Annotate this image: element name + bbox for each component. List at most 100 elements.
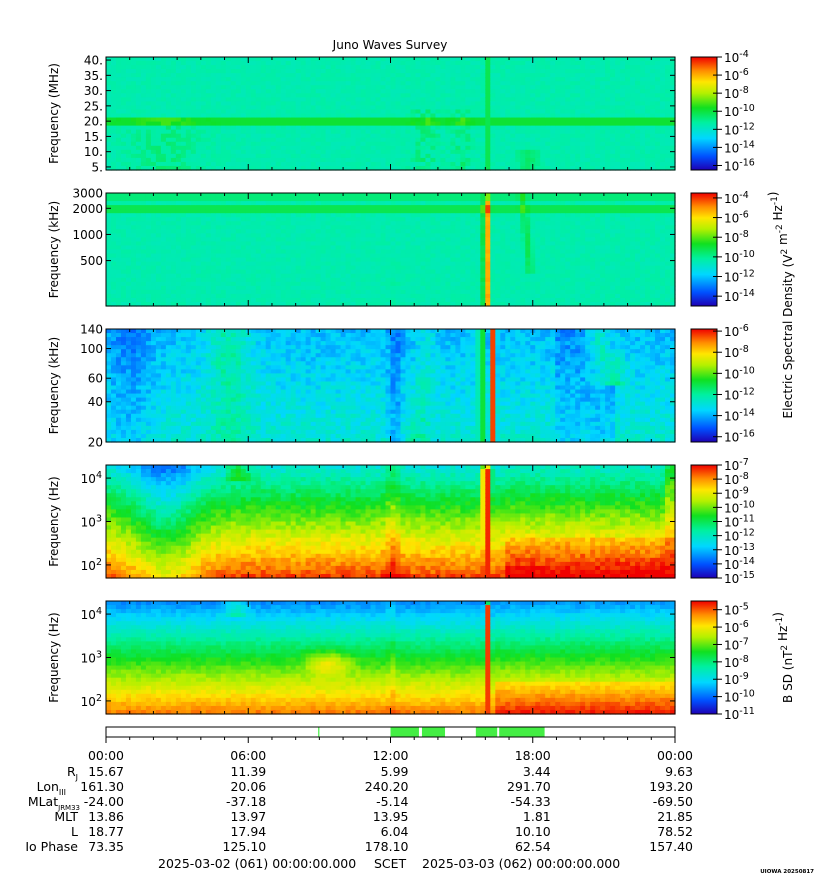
spectrogram-cell bbox=[310, 221, 317, 226]
spectrogram-cell bbox=[255, 249, 262, 255]
spectrogram-cell bbox=[175, 81, 182, 86]
spectrogram-cell bbox=[150, 145, 157, 151]
spectrogram-cell bbox=[430, 69, 437, 74]
spectrogram-cell bbox=[130, 133, 137, 139]
spectrogram-cell bbox=[295, 297, 302, 303]
spectrogram-cell bbox=[425, 149, 432, 155]
spectrogram-cell bbox=[340, 241, 347, 247]
spectrogram-cell bbox=[410, 105, 417, 111]
spectrogram-cell bbox=[355, 197, 362, 202]
spectrogram-cell bbox=[330, 249, 337, 255]
spectrogram-cell bbox=[175, 73, 182, 78]
spectrogram-cell bbox=[390, 229, 397, 234]
spectrogram-cell bbox=[165, 93, 172, 98]
spectrogram-cell bbox=[660, 105, 666, 111]
spectrogram-cell bbox=[665, 129, 671, 135]
spectrogram-cell bbox=[640, 145, 646, 151]
spectrogram-cell bbox=[310, 61, 317, 66]
spectrogram-cell bbox=[220, 89, 227, 94]
spectrogram-cell bbox=[235, 65, 242, 70]
spectrogram-cell bbox=[435, 153, 442, 159]
spectrogram-cell bbox=[400, 197, 407, 202]
spectrogram-cell bbox=[275, 125, 282, 131]
spectrogram-cell bbox=[480, 69, 486, 74]
spectrogram-cell bbox=[570, 137, 576, 143]
spectrogram-cell bbox=[340, 77, 347, 82]
spectrogram-cell bbox=[605, 121, 611, 127]
spectrogram-cell bbox=[350, 133, 357, 139]
spectrogram-cell bbox=[365, 249, 372, 255]
spectrogram-cell bbox=[390, 129, 397, 135]
spectrogram-cell bbox=[110, 69, 117, 74]
spectrogram-cell bbox=[315, 125, 322, 131]
spectrogram-cell bbox=[340, 253, 347, 259]
spectrogram-cell bbox=[235, 241, 242, 247]
spectrogram-cell bbox=[245, 209, 252, 214]
spectrogram-cell bbox=[195, 213, 202, 218]
spectrogram-cell bbox=[380, 97, 387, 102]
spectrogram-cell bbox=[230, 113, 237, 119]
spectrogram-cell bbox=[485, 101, 491, 107]
spectrogram-cell bbox=[355, 297, 362, 303]
spectrogram-cell bbox=[395, 133, 402, 139]
spectrogram-cell bbox=[235, 133, 242, 139]
spectrogram-cell bbox=[175, 121, 182, 127]
spectrogram-cell bbox=[330, 113, 337, 119]
spectrogram-cell bbox=[335, 133, 342, 139]
spectrogram-cell bbox=[210, 109, 217, 115]
spectrogram-cell bbox=[660, 161, 666, 167]
spectrogram-cell bbox=[435, 157, 442, 163]
spectrogram-cell bbox=[230, 73, 237, 78]
spectrogram-cell bbox=[535, 69, 541, 74]
spectrogram-cell bbox=[595, 101, 601, 107]
spectrogram-cell bbox=[225, 233, 232, 238]
spectrogram-cell bbox=[465, 93, 471, 98]
spectrogram-cell bbox=[480, 117, 486, 123]
spectrogram-cell bbox=[445, 141, 451, 147]
spectrogram-cell bbox=[335, 257, 342, 263]
spectrogram-cell bbox=[220, 249, 227, 255]
spectrogram-cell bbox=[390, 121, 397, 127]
spectrogram-cell bbox=[185, 245, 192, 251]
spectrogram-cell bbox=[315, 73, 322, 78]
spectrogram-cell bbox=[505, 129, 511, 135]
spectrogram-cell bbox=[120, 165, 127, 171]
spectrogram-cell bbox=[560, 141, 566, 147]
spectrogram-cell bbox=[280, 201, 287, 206]
spectrogram-cell bbox=[630, 145, 636, 151]
spectrogram-cell bbox=[195, 109, 202, 115]
spectrogram-cell bbox=[205, 61, 212, 66]
spectrogram-cell bbox=[400, 117, 407, 123]
spectrogram-cell bbox=[485, 149, 491, 155]
spectrogram-cell bbox=[475, 97, 481, 102]
spectrogram-cell bbox=[195, 269, 202, 275]
spectrogram-cell bbox=[520, 133, 526, 139]
spectrogram-cell bbox=[160, 89, 167, 94]
spectrogram-cell bbox=[330, 65, 337, 70]
spectrogram-cell bbox=[285, 113, 292, 119]
spectrogram-cell bbox=[195, 261, 202, 267]
spectrogram-cell bbox=[480, 73, 486, 78]
spectrogram-cell bbox=[160, 137, 167, 143]
spectrogram-cell bbox=[190, 149, 197, 155]
spectrogram-cell bbox=[200, 289, 207, 295]
spectrogram-cell bbox=[265, 221, 272, 226]
spectrogram-cell bbox=[160, 221, 167, 226]
spectrogram-cell bbox=[145, 253, 152, 259]
spectrogram-cell bbox=[140, 269, 147, 275]
spectrogram-cell bbox=[580, 97, 586, 102]
spectrogram-cell bbox=[325, 277, 332, 283]
spectrogram-cell bbox=[115, 149, 122, 155]
spectrogram-cell bbox=[305, 269, 312, 275]
spectrogram-cell bbox=[540, 149, 546, 155]
spectrogram-cell bbox=[155, 269, 162, 275]
spectrogram-cell bbox=[360, 77, 367, 82]
spectrogram-cell bbox=[540, 125, 546, 131]
spectrogram-cell bbox=[305, 249, 312, 255]
spectrogram-cell bbox=[600, 157, 606, 163]
spectrogram-cell bbox=[140, 265, 147, 271]
spectrogram-cell bbox=[180, 89, 187, 94]
spectrogram-cell bbox=[275, 293, 282, 299]
spectrogram-cell bbox=[295, 209, 302, 214]
spectrogram-cell bbox=[655, 93, 661, 98]
